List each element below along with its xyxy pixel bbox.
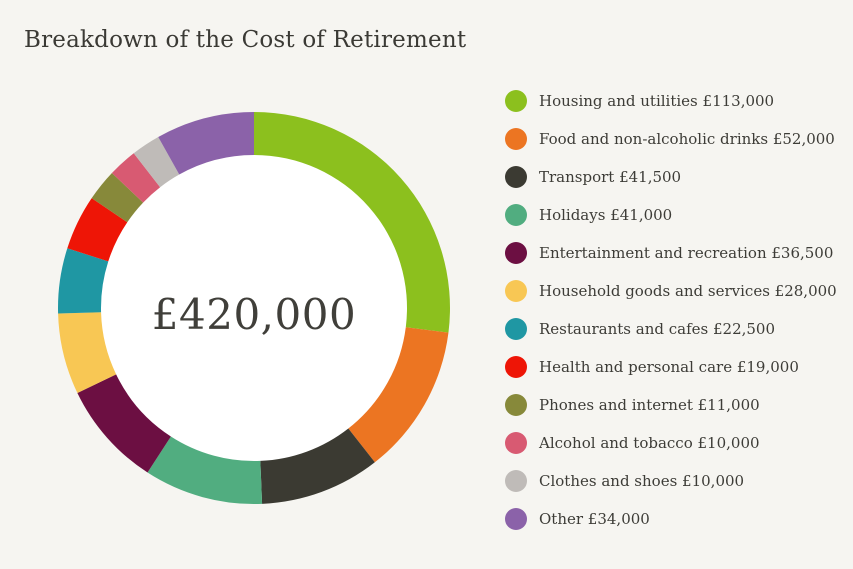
donut-chart — [58, 112, 450, 504]
legend-item-6: Restaurants and cafes £22,500 — [505, 310, 837, 348]
legend-item-9: Alcohol and tobacco £10,000 — [505, 424, 837, 462]
legend-item-3: Holidays £41,000 — [505, 196, 837, 234]
legend-item-7: Health and personal care £19,000 — [505, 348, 837, 386]
legend-swatch-icon — [505, 90, 527, 112]
legend-swatch-icon — [505, 432, 527, 454]
donut-segment-6 — [58, 248, 109, 314]
donut-segment-3 — [147, 436, 263, 504]
legend-item-11: Other £34,000 — [505, 500, 837, 538]
donut-segment-0 — [254, 112, 450, 333]
donut-segment-5 — [58, 312, 117, 393]
legend-label: Health and personal care £19,000 — [539, 358, 799, 376]
donut-segment-11 — [158, 112, 254, 175]
legend-label: Other £34,000 — [539, 510, 650, 528]
legend-swatch-icon — [505, 356, 527, 378]
legend-swatch-icon — [505, 280, 527, 302]
legend-swatch-icon — [505, 394, 527, 416]
legend-label: Holidays £41,000 — [539, 206, 673, 224]
legend-label: Housing and utilities £113,000 — [539, 92, 775, 110]
legend: Housing and utilities £113,000 Food and n… — [505, 82, 837, 538]
legend-label: Restaurants and cafes £22,500 — [539, 320, 776, 338]
donut-hole — [100, 154, 408, 462]
legend-label: Clothes and shoes £10,000 — [539, 472, 745, 490]
chart-title: Breakdown of the Cost of Retirement — [24, 27, 467, 53]
donut-segment-10 — [133, 136, 180, 188]
legend-label: Entertainment and recreation £36,500 — [539, 244, 834, 262]
legend-swatch-icon — [505, 204, 527, 226]
legend-item-1: Food and non-alcoholic drinks £52,000 — [505, 120, 837, 158]
legend-label: Food and non-alcoholic drinks £52,000 — [539, 130, 835, 148]
legend-item-5: Household goods and services £28,000 — [505, 272, 837, 310]
legend-label: Alcohol and tobacco £10,000 — [539, 434, 760, 452]
legend-label: Household goods and services £28,000 — [539, 282, 837, 300]
donut-segment-4 — [77, 374, 171, 473]
legend-swatch-icon — [505, 470, 527, 492]
legend-swatch-icon — [505, 508, 527, 530]
donut-segment-2 — [260, 428, 375, 504]
legend-swatch-icon — [505, 318, 527, 340]
legend-label: Transport £41,500 — [539, 168, 682, 186]
donut-segment-8 — [91, 172, 144, 223]
legend-item-8: Phones and internet £11,000 — [505, 386, 837, 424]
legend-swatch-icon — [505, 242, 527, 264]
donut-segment-7 — [67, 198, 128, 262]
legend-item-10: Clothes and shoes £10,000 — [505, 462, 837, 500]
donut-segment-1 — [348, 327, 449, 463]
donut-chart-area: £420,000 — [58, 112, 450, 504]
legend-item-0: Housing and utilities £113,000 — [505, 82, 837, 120]
legend-swatch-icon — [505, 166, 527, 188]
legend-swatch-icon — [505, 128, 527, 150]
donut-segment-9 — [111, 153, 161, 203]
legend-item-2: Transport £41,500 — [505, 158, 837, 196]
legend-item-4: Entertainment and recreation £36,500 — [505, 234, 837, 272]
legend-label: Phones and internet £11,000 — [539, 396, 760, 414]
